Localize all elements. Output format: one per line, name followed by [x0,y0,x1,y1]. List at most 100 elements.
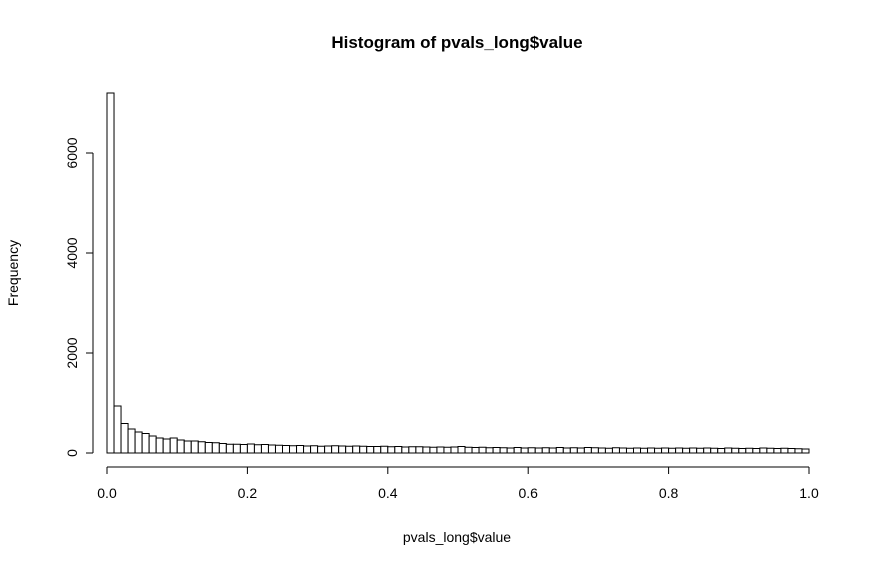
histogram-bar [436,446,445,454]
histogram-bar [113,405,122,454]
histogram-bar [541,447,550,454]
x-tick-label: 0.4 [378,485,398,501]
histogram-bar [373,446,382,454]
histogram-bar [759,447,768,454]
histogram-bar [408,446,417,454]
histogram-bar [710,447,719,454]
histogram-bar [773,448,782,454]
histogram-bar [303,445,312,454]
histogram-bar [394,446,403,454]
histogram-bar [745,447,754,454]
histogram-bar [366,446,375,454]
histogram-bar [211,442,220,454]
histogram-bar [380,445,389,454]
y-axis-label: Frequency [5,240,21,306]
histogram-bar [127,428,136,454]
histogram-bar [569,447,578,454]
histogram-bar [429,446,438,454]
histogram-bar [106,92,115,454]
histogram-bar [190,440,199,454]
histogram-bar [555,447,564,454]
x-tick-label: 1.0 [799,485,819,501]
histogram-bar [345,445,354,454]
histogram-bar [611,447,620,454]
histogram-bar [625,447,634,454]
histogram-bar [801,448,810,454]
histogram-bar [204,442,213,454]
histogram-bar [527,447,536,454]
histogram-bar [359,445,368,454]
histogram-bar [282,445,291,454]
histogram-bar [338,445,347,454]
histogram-bar [267,444,276,454]
histogram-bar [492,447,501,454]
histogram-bar [239,444,248,454]
histogram-bar [654,447,663,454]
histogram-bar [464,446,473,454]
histogram-bar [457,446,466,454]
y-tick-label: 0 [64,449,80,457]
histogram-bar [246,443,255,454]
histogram-bar [780,447,789,454]
histogram-bar [618,447,627,454]
histogram-bar [794,448,803,454]
histogram-bar [296,445,305,454]
histogram-bar [787,448,796,454]
histogram-bar [576,447,585,454]
histogram-bar [471,447,480,454]
histogram-bar [324,445,333,454]
histogram-bar [717,448,726,454]
histogram-bar [485,447,494,454]
histogram-bar [218,443,227,454]
histogram-bar [422,446,431,454]
histogram-bar [724,447,733,454]
histogram-bar [597,447,606,454]
histogram-bar [640,447,649,454]
histogram-bar [548,447,557,454]
histogram-bar [661,447,670,454]
histogram-bar [752,448,761,454]
histogram-bar [689,447,698,454]
histogram-bar [225,443,234,454]
histogram-bar [289,445,298,454]
x-axis-label: pvals_long$value [403,529,511,545]
histogram-bar [696,447,705,454]
histogram-bar [134,431,143,454]
histogram-bar [176,439,185,454]
histogram-bar [352,445,361,454]
y-tick-label: 6000 [64,137,80,168]
histogram-bar [604,447,613,454]
histogram-bar [633,447,642,454]
histogram-bar [155,437,164,454]
histogram-bar [443,446,452,454]
histogram-bar [731,447,740,454]
bars-group [106,92,810,454]
x-tick-label: 0.6 [518,485,538,501]
histogram-bar [148,435,157,454]
histogram-bar [169,437,178,454]
histogram-bar [534,447,543,454]
x-tick-label: 0.2 [238,485,258,501]
histogram-bar [401,446,410,454]
histogram-bar [675,447,684,454]
histogram-bar [310,445,319,454]
histogram-bar [253,444,262,454]
histogram-bar [590,447,599,454]
histogram-bar [478,446,487,454]
histogram-bar [738,448,747,454]
y-axis: 0 2000 4000 6000 [64,137,94,457]
histogram-bar [274,444,284,454]
histogram-bar [647,447,656,454]
histogram-bar [331,445,340,454]
histogram-bar [232,443,241,454]
histogram-bar [162,438,171,454]
histogram-bar [682,447,691,454]
histogram-bar [141,433,150,454]
histogram-bar [562,447,571,454]
histogram-bar [317,445,326,454]
histogram-bar [450,446,459,454]
histogram-bar [583,447,592,454]
histogram-bar [260,444,269,454]
histogram-bar [120,423,129,454]
